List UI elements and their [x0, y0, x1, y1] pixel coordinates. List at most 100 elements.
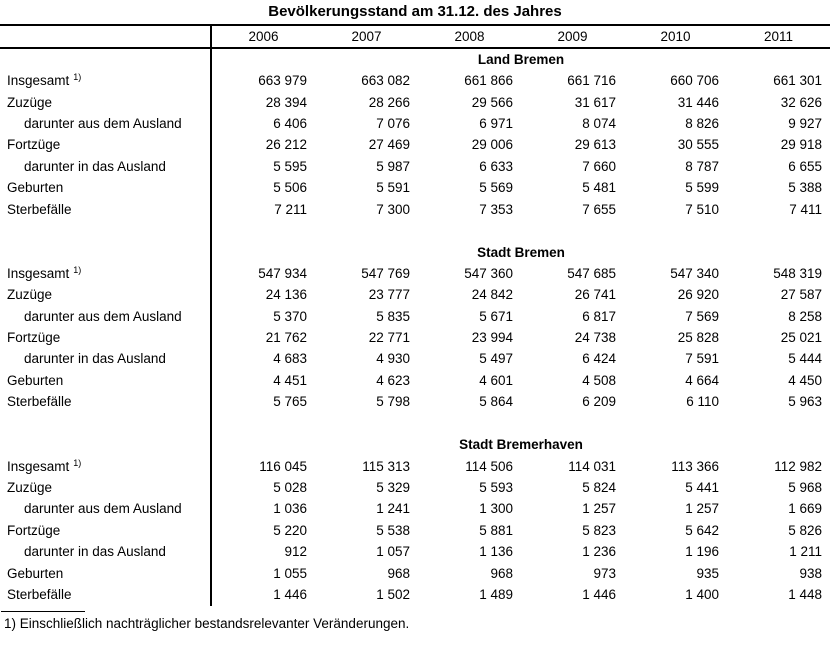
value-cell: 5 595 [273, 158, 307, 174]
row-label: darunter aus dem Ausland [24, 308, 182, 324]
year-label: 2010 [660, 29, 691, 44]
section-header: Stadt Bremerhaven [459, 437, 583, 453]
value-cell: 9 927 [788, 115, 822, 131]
table-row: Sterbefälle 1 446 1 502 1 489 1 446 1 400 1 44… [0, 584, 830, 605]
value-cell: 8 787 [685, 158, 719, 174]
row-label: Zuzüge [7, 287, 53, 303]
row-label-cell: Fortzüge [0, 330, 212, 345]
value-cell: 6 655 [788, 158, 822, 174]
row-label: Zuzüge [7, 94, 53, 110]
value-cell: 32 626 [780, 94, 822, 110]
row-label: Insgesamt [7, 458, 70, 474]
value-cell: 27 587 [780, 287, 822, 303]
vertical-divider [210, 24, 212, 606]
value-cell: 6 633 [479, 158, 513, 174]
value-cell: 547 685 [567, 265, 616, 281]
value-cell: 1 300 [479, 501, 513, 517]
value-cell: 547 934 [258, 265, 307, 281]
value-cell: 1 257 [582, 501, 616, 517]
footnote-ref: 1) [73, 264, 82, 275]
value-cell: 5 599 [685, 180, 719, 196]
footnote-ref: 1) [73, 72, 82, 83]
year-label: 2011 [763, 29, 794, 44]
section-header: Land Bremen [477, 52, 565, 67]
row-label: Geburten [7, 180, 64, 196]
value-cell: 25 021 [780, 330, 822, 346]
value-cell: 5 569 [479, 180, 513, 196]
value-cell: 5 497 [479, 351, 513, 367]
row-label: Fortzüge [7, 522, 61, 538]
value-cell: 1 446 [273, 587, 307, 602]
row-label: darunter aus dem Ausland [24, 501, 182, 517]
years-header-row: 2006 2007 2008 2009 2010 2011 [0, 26, 830, 49]
table-row: darunter in das Ausland 4 683 4 930 5 497 6 … [0, 348, 830, 369]
table-row: darunter aus dem Ausland 1 036 1 241 1 300 1… [0, 498, 830, 519]
row-label-cell: Zuzüge [0, 95, 212, 110]
value-cell: 663 979 [258, 73, 307, 89]
section-header: Stadt Bremen [477, 244, 565, 260]
table-row: darunter aus dem Ausland 5 370 5 835 5 671 6… [0, 306, 830, 327]
value-cell: 1 241 [376, 501, 410, 517]
table-row: darunter in das Ausland 5 595 5 987 6 633 7 … [0, 156, 830, 177]
value-cell: 28 266 [368, 94, 410, 110]
value-cell: 6 110 [686, 394, 719, 410]
value-cell: 6 406 [273, 115, 307, 131]
value-cell: 547 340 [670, 265, 719, 281]
value-cell: 7 411 [789, 201, 822, 217]
table-row: Geburten 4 451 4 623 4 601 4 508 4 664 4 450 [0, 370, 830, 391]
table-row: Zuzüge 28 394 28 266 29 566 31 617 31 446 32 6… [0, 91, 830, 112]
value-cell: 4 508 [582, 372, 616, 388]
value-cell: 26 212 [265, 137, 307, 153]
value-cell: 114 506 [465, 458, 513, 474]
value-cell: 31 617 [574, 94, 616, 110]
row-label: Fortzüge [7, 330, 61, 346]
value-cell: 26 741 [574, 287, 616, 303]
row-label-cell: Fortzüge [0, 523, 212, 538]
row-label: darunter in das Ausland [24, 158, 166, 174]
row-label-cell: Sterbefälle [0, 202, 212, 217]
table-body: Land Bremen Insgesamt 1) 663 979 663 082 661 … [0, 49, 830, 605]
value-cell: 5 835 [376, 308, 410, 324]
corner-cell [0, 26, 212, 47]
value-cell: 6 424 [582, 351, 616, 367]
row-label: Geburten [7, 565, 64, 581]
value-cell: 968 [490, 565, 513, 581]
row-label: Zuzüge [7, 480, 53, 496]
row-label: darunter in das Ausland [24, 544, 166, 560]
value-cell: 4 601 [479, 372, 513, 388]
row-label-cell: darunter aus dem Ausland [0, 309, 212, 324]
value-cell: 663 082 [361, 73, 410, 89]
value-cell: 7 076 [376, 115, 410, 131]
value-cell: 7 353 [479, 201, 513, 217]
value-cell: 29 918 [780, 137, 822, 153]
value-cell: 7 591 [685, 351, 719, 367]
value-cell: 661 866 [464, 73, 513, 89]
row-label-cell: Insgesamt 1) [0, 72, 212, 88]
value-cell: 24 842 [471, 287, 513, 303]
value-cell: 5 220 [273, 522, 307, 538]
table-row: Sterbefälle 7 211 7 300 7 353 7 655 7 510 7 41… [0, 198, 830, 219]
table-row: Fortzüge 21 762 22 771 23 994 24 738 25 828 25… [0, 327, 830, 348]
row-label: Sterbefälle [7, 394, 72, 410]
value-cell: 5 642 [685, 522, 719, 538]
section-gap [0, 220, 830, 242]
value-cell: 973 [593, 565, 616, 581]
row-label: darunter in das Ausland [24, 351, 166, 367]
value-cell: 1 400 [685, 587, 719, 602]
table-row: Insgesamt 1) 116 045 115 313 114 506 114 031 1… [0, 455, 830, 476]
value-cell: 5 370 [273, 308, 307, 324]
table-row: Insgesamt 1) 547 934 547 769 547 360 547 685 5… [0, 263, 830, 284]
row-label-cell: Sterbefälle [0, 394, 212, 409]
value-cell: 24 136 [265, 287, 307, 303]
value-cell: 29 566 [471, 94, 513, 110]
row-label: Sterbefälle [7, 201, 72, 217]
footnote-separator [1, 611, 85, 612]
value-cell: 1 036 [273, 501, 307, 517]
value-cell: 112 982 [774, 458, 822, 474]
row-label-cell: Fortzüge [0, 137, 212, 152]
value-cell: 1 446 [582, 587, 616, 602]
value-cell: 25 828 [677, 330, 719, 346]
value-cell: 660 706 [670, 73, 719, 89]
value-cell: 5 987 [376, 158, 410, 174]
year-label: 2009 [557, 29, 588, 44]
